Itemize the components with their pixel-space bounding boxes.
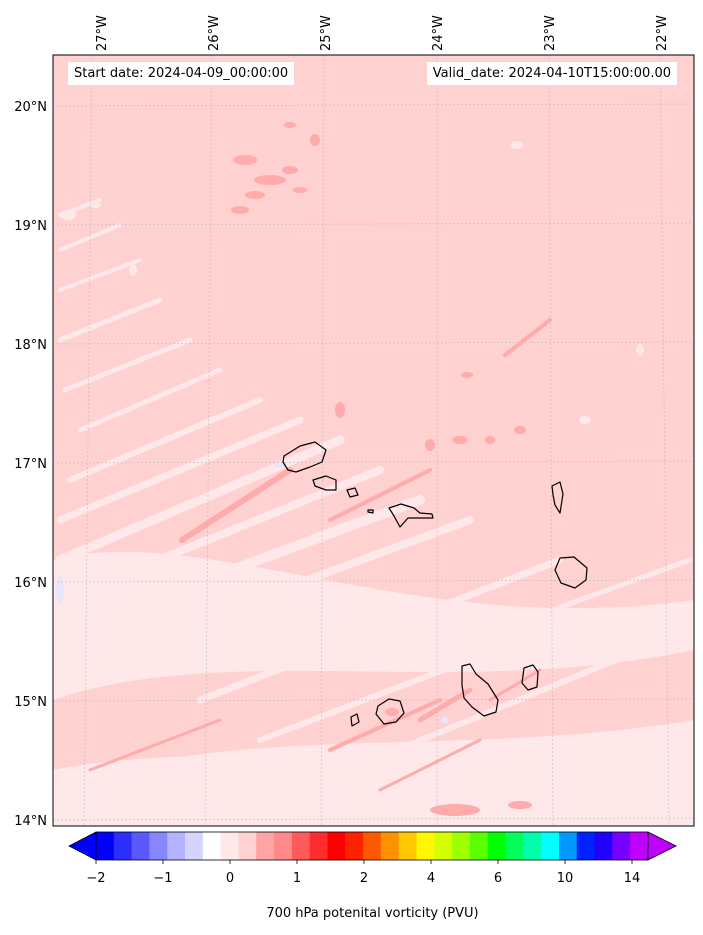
lon-labels: 27°W 26°W 25°W 24°W 23°W 22°W	[95, 15, 670, 51]
colorbar-tick-labels: −2 −1 0 1 2 4 6 10 14	[86, 871, 640, 886]
cbar-tick-label: 4	[427, 871, 435, 886]
coastlines	[282, 441, 588, 727]
colorbar-cell	[167, 832, 186, 860]
cbar-tick-label: 1	[293, 871, 301, 886]
colorbar-cell	[291, 832, 311, 860]
colorbar-cell	[96, 832, 115, 860]
lon-label: 27°W	[95, 15, 110, 51]
colorbar-cell	[113, 832, 133, 860]
island-santo-antao	[282, 441, 327, 473]
lon-label: 25°W	[319, 15, 334, 51]
colorbar-cell	[327, 832, 346, 860]
island-sao-nicolau	[388, 503, 434, 528]
lon-label: 24°W	[431, 15, 446, 51]
island-santa-luzia	[346, 487, 359, 498]
colorbar-cell	[345, 832, 364, 860]
lon-label: 22°W	[655, 15, 670, 51]
colorbar-cell	[256, 832, 275, 860]
field-band	[53, 650, 694, 790]
island-maio	[521, 664, 539, 691]
lat-label: 16°N	[14, 576, 47, 591]
colorbar-cell	[541, 832, 560, 860]
colorbar-cell	[434, 832, 453, 860]
island-sal	[551, 481, 564, 514]
colorbar-cell	[630, 832, 649, 860]
lat-label: 19°N	[14, 219, 47, 234]
colorbar-cell	[612, 832, 631, 860]
pale-blue-patches	[56, 462, 449, 723]
colorbar-cell	[220, 832, 239, 860]
colorbar-cell	[149, 832, 168, 860]
colorbar-cell	[398, 832, 418, 860]
dark-streaks	[88, 318, 552, 792]
colorbar-cell	[380, 832, 400, 860]
island-boa-vista	[554, 556, 588, 589]
cbar-tick-label: 10	[557, 871, 574, 886]
colorbar-cell	[363, 832, 382, 860]
colorbar-cell	[576, 832, 596, 860]
colorbar-cell	[185, 832, 204, 860]
island-santiago	[461, 663, 499, 717]
light-patches	[60, 141, 644, 424]
island-brava	[350, 713, 360, 727]
light-streaks	[55, 198, 693, 793]
colorbar-cell	[523, 832, 542, 860]
cbar-tick-label: 2	[360, 871, 368, 886]
valid-date-label: Valid_date: 2024-04-10T15:00:00.00	[426, 62, 677, 85]
colorbar-extend-high	[647, 831, 677, 861]
colorbar-extend-low	[68, 831, 97, 861]
island-fogo	[375, 698, 405, 725]
start-date-label: Start date: 2024-04-09_00:00:00	[68, 62, 295, 85]
colorbar-cell	[594, 832, 613, 860]
colorbar-frame	[95, 831, 649, 861]
colorbar-cell	[487, 832, 507, 860]
lat-labels: 20°N 19°N 18°N 17°N 16°N 15°N 14°N	[14, 100, 47, 829]
colorbar-cell	[558, 832, 578, 860]
pale-region-bottom	[53, 740, 694, 826]
colorbar-cell	[416, 832, 435, 860]
gridlines	[53, 55, 694, 826]
colorbar-cell	[131, 832, 150, 860]
colorbar-cell	[202, 832, 222, 860]
colorbar-cell	[274, 832, 293, 860]
colorbar-cell	[238, 832, 257, 860]
lat-label: 17°N	[14, 457, 47, 472]
lon-label: 23°W	[543, 15, 558, 51]
lon-label: 26°W	[207, 15, 222, 51]
colorbar-cell	[452, 832, 471, 860]
colorbar-cell	[309, 832, 328, 860]
lat-label: 20°N	[14, 100, 47, 115]
cbar-tick-label: 14	[624, 871, 641, 886]
dark-patches	[231, 122, 532, 816]
lat-label: 15°N	[14, 695, 47, 710]
map-frame	[52, 54, 695, 827]
colorbar-cells	[96, 832, 649, 860]
colorbar-cell	[469, 832, 489, 860]
island-sao-vicente	[312, 475, 337, 491]
cbar-tick-label: −2	[86, 871, 105, 886]
cbar-tick-label: 6	[494, 871, 502, 886]
vorticity-field	[53, 55, 694, 826]
lat-label: 18°N	[14, 338, 47, 353]
colorbar: −2 −1 0 1 2 4 6 10 14	[68, 831, 677, 886]
cbar-tick-label: 0	[226, 871, 234, 886]
island-raso	[367, 509, 374, 514]
colorbar-ticks	[95, 860, 633, 864]
colorbar-title: 700 hPa potenital vorticity (PVU)	[266, 906, 479, 921]
colorbar-cell	[505, 832, 524, 860]
lat-label: 14°N	[14, 814, 47, 829]
cbar-tick-label: −1	[153, 871, 172, 886]
